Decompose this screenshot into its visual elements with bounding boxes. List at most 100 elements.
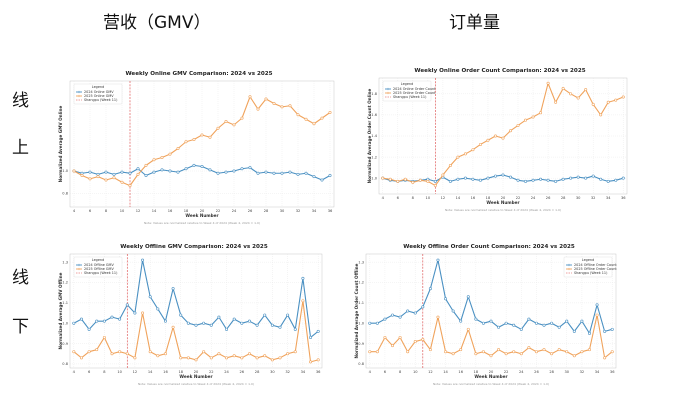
legend-title: Legend — [92, 85, 104, 89]
data-point — [296, 172, 300, 176]
data-point — [186, 321, 190, 325]
chart-title: Weekly Online Order Count Comparison: 20… — [414, 68, 585, 74]
data-point — [118, 317, 122, 321]
y-tick-label: 1.1 — [358, 301, 364, 305]
data-point — [534, 350, 538, 354]
data-point — [599, 113, 603, 117]
data-point — [216, 126, 220, 130]
data-point — [433, 184, 437, 188]
y-tick-label: 0.9 — [62, 342, 68, 346]
legend-box — [382, 80, 432, 102]
data-point — [383, 335, 387, 339]
data-point — [160, 156, 164, 160]
x-tick-label: 36 — [621, 196, 626, 200]
data-point — [216, 171, 220, 175]
legend-marker-1 — [77, 94, 81, 98]
x-tick-label: 8 — [103, 370, 106, 374]
x-tick-label: 20 — [489, 370, 494, 374]
data-point — [264, 97, 268, 101]
data-point — [202, 350, 206, 354]
data-point — [301, 299, 305, 303]
data-point — [426, 179, 430, 183]
y-tick-label: 0.8 — [358, 362, 364, 366]
legend-marker-0 — [567, 263, 571, 267]
legend-entry: 2025 Offline Order Count — [574, 267, 617, 271]
legend-entry: 2025 Offline GMV — [84, 267, 114, 271]
data-point — [95, 319, 99, 323]
data-point — [125, 303, 129, 307]
data-point — [248, 166, 252, 170]
legend-box — [73, 256, 123, 278]
data-point — [486, 138, 490, 142]
data-point — [179, 356, 183, 360]
data-point — [232, 317, 236, 321]
data-point — [160, 168, 164, 172]
data-point — [152, 170, 156, 174]
row-label-offline-2: 下 — [12, 317, 29, 337]
data-point — [489, 319, 493, 323]
data-point — [428, 287, 432, 291]
data-point — [413, 311, 417, 315]
data-point — [263, 313, 267, 317]
data-point — [179, 313, 183, 317]
legend-box — [73, 83, 123, 105]
data-point — [192, 138, 196, 142]
data-point — [527, 346, 531, 350]
x-tick-label: 12 — [133, 370, 138, 374]
data-point — [428, 348, 432, 352]
chart-note: Note: Values are normalized relative to … — [433, 382, 549, 386]
data-point — [557, 325, 561, 329]
x-tick-label: 28 — [264, 209, 269, 213]
data-point — [247, 319, 251, 323]
data-point — [200, 133, 204, 137]
x-tick-label: 34 — [606, 196, 611, 200]
data-point — [531, 178, 535, 182]
column-header-gmv: 营收（GMV） — [103, 13, 211, 33]
data-point — [278, 356, 282, 360]
data-point — [240, 321, 244, 325]
data-point — [144, 174, 148, 178]
data-point — [403, 177, 407, 181]
x-tick-label: 10 — [117, 370, 122, 374]
data-point — [418, 178, 422, 182]
y-tick-label: 1.0 — [371, 176, 377, 180]
x-tick-label: 14 — [152, 209, 157, 213]
data-point — [456, 155, 460, 159]
data-point — [217, 352, 221, 356]
x-tick-label: 32 — [580, 370, 585, 374]
data-point — [208, 135, 212, 139]
legend-marker-1 — [77, 267, 81, 271]
data-point — [576, 96, 580, 100]
y-tick-label: 1.1 — [62, 301, 68, 305]
x-axis-label: Week Number — [474, 374, 508, 379]
data-point — [391, 313, 395, 317]
legend-marker-1 — [567, 267, 571, 271]
data-point — [576, 175, 580, 179]
y-axis-label: Normalized Average GMV Offline — [58, 272, 63, 349]
y-tick-label: 1.3 — [358, 260, 364, 264]
data-point — [255, 323, 259, 327]
y-tick-label: 1.0 — [62, 321, 68, 325]
x-tick-label: 22 — [209, 370, 214, 374]
data-point — [176, 147, 180, 151]
data-point — [463, 176, 467, 180]
data-point — [186, 356, 190, 360]
data-point — [501, 173, 505, 177]
data-point — [320, 116, 324, 120]
data-point — [539, 111, 543, 115]
data-point — [610, 327, 614, 331]
data-point — [466, 327, 470, 331]
x-axis-label: Week Number — [179, 374, 213, 379]
data-point — [444, 350, 448, 354]
data-point — [133, 311, 137, 315]
x-tick-label: 30 — [280, 209, 285, 213]
x-tick-label: 16 — [168, 209, 173, 213]
data-point — [320, 178, 324, 182]
legend-entry: 2025 Online Order Count — [393, 91, 436, 95]
y-tick-label: 1.2 — [358, 281, 364, 285]
data-point — [87, 327, 91, 331]
data-point — [504, 321, 508, 325]
data-point — [316, 358, 320, 362]
x-tick-label: 10 — [426, 196, 431, 200]
data-point — [328, 174, 332, 178]
